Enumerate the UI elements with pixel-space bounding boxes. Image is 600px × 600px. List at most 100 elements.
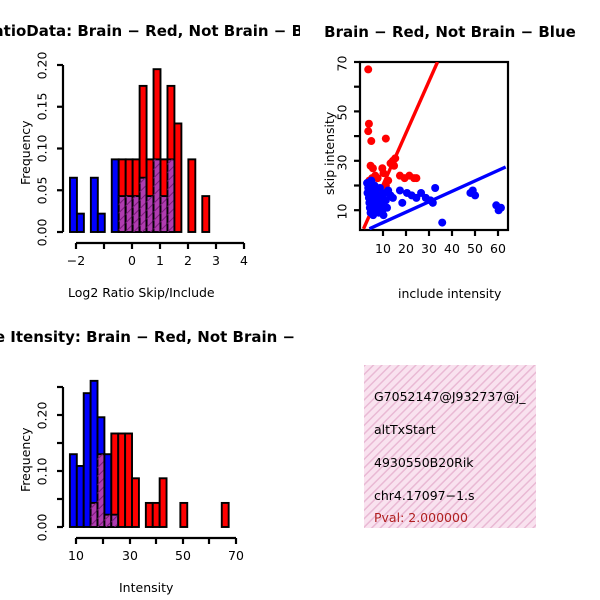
scatter-point — [379, 211, 388, 220]
histogram-bar — [117, 432, 127, 528]
ratio-histogram-y-axis — [57, 63, 65, 234]
histogram-bar — [220, 501, 230, 528]
intensity-xtick-70: 70 — [228, 548, 244, 563]
scatter-points — [363, 65, 505, 227]
ratio-histogram-title: RatioData: Brain − Red, Not Brain − Blu — [0, 22, 300, 40]
histogram-bar-overlap-hatch — [146, 196, 154, 232]
histogram-bar-overlap-hatch — [139, 177, 147, 232]
histogram-bar — [131, 477, 140, 528]
scatter-ytick-30: 30 — [334, 154, 350, 171]
scatter-point — [398, 198, 407, 207]
scatter-point — [395, 186, 404, 195]
panel-intensity-scatter: Brain − Red, Not Brain − Blue skip inten… — [300, 0, 600, 310]
histogram-bar-overlap-hatch — [104, 514, 112, 527]
histogram-bar — [173, 122, 183, 233]
histogram-bar — [158, 477, 168, 528]
info-line-0: G7052147@J932737@j_ — [374, 389, 526, 404]
ratio-ytick-1: 0.05 — [34, 176, 50, 205]
intensity-ytick-2: 0.10 — [34, 457, 50, 486]
scatter-point — [428, 198, 437, 207]
scatter-xlabel: include intensity — [398, 286, 502, 301]
histogram-bar-overlap-hatch — [160, 196, 168, 232]
ratio-histogram-xlabel: Log2 Ratio Skip/Include — [68, 285, 215, 300]
ratio-xtick-2: 0 — [128, 253, 136, 268]
scatter-point — [438, 218, 447, 227]
scatter-point — [364, 119, 373, 128]
scatter-xtick-30: 30 — [421, 241, 437, 256]
scatter-point — [471, 191, 480, 200]
histogram-bar-overlap-hatch — [90, 502, 98, 527]
info-line-pval: Pval: 2.000000 — [374, 510, 468, 525]
scatter-y-axis-ticks — [354, 60, 360, 212]
ratio-xtick-6: 4 — [240, 253, 248, 268]
ratio-histogram-bars — [69, 68, 211, 233]
scatter-canvas — [354, 60, 510, 236]
gene-info-box: G7052147@J932737@j_ altTxStart 4930550B2… — [364, 365, 536, 528]
histogram-bar-overlap-hatch — [97, 454, 105, 527]
panel-info-box: G7052147@J932737@j_ altTxStart 4930550B2… — [300, 310, 600, 600]
ratio-ytick-2: 0.10 — [34, 134, 50, 163]
histogram-bar-overlap-hatch — [167, 159, 175, 232]
histogram-bar — [75, 212, 85, 233]
scatter-point — [367, 176, 376, 185]
scatter-point — [390, 161, 399, 170]
scatter-point — [381, 134, 390, 143]
scatter-point — [377, 198, 386, 207]
scatter-trend-line — [368, 165, 507, 230]
scatter-ytick-10: 10 — [334, 203, 350, 220]
intensity-histogram-x-axis — [74, 536, 238, 544]
scatter-title: Brain − Red, Not Brain − Blue — [324, 23, 576, 41]
scatter-point — [364, 127, 373, 136]
intensity-histogram-y-axis — [57, 385, 65, 529]
ratio-xtick-4: 2 — [184, 253, 192, 268]
histogram-bar-overlap-hatch — [132, 196, 140, 232]
histogram-bar — [96, 212, 106, 233]
scatter-xtick-40: 40 — [444, 241, 460, 256]
intensity-ytick-4: 0.20 — [34, 401, 50, 430]
scatter-point — [384, 176, 393, 185]
histogram-bar — [75, 465, 85, 528]
histogram-bar — [68, 453, 78, 528]
histogram-bar-overlap-hatch — [111, 514, 119, 527]
ratio-ytick-4: 0.20 — [34, 51, 50, 80]
histogram-bar-overlap-hatch — [153, 159, 161, 232]
scatter-point — [388, 193, 397, 202]
ratio-xtick-5: 3 — [212, 253, 220, 268]
scatter-xtick-10: 10 — [375, 241, 391, 256]
histogram-bar — [69, 176, 78, 233]
info-line-1: altTxStart — [374, 422, 436, 437]
scatter-point — [383, 203, 392, 212]
histogram-bar — [151, 501, 161, 528]
scatter-point — [379, 169, 388, 178]
intensity-histogram-xlabel: Intensity — [119, 580, 174, 595]
histogram-bar — [179, 501, 189, 528]
intensity-xtick-50: 50 — [175, 548, 191, 563]
ratio-ytick-3: 0.15 — [34, 92, 50, 121]
ratio-histogram-x-axis — [74, 241, 246, 249]
scatter-point — [496, 203, 505, 212]
ratio-xtick-3: 1 — [156, 253, 164, 268]
scatter-point — [367, 137, 376, 146]
scatter-point — [369, 211, 378, 220]
ratio-ytick-0: 0.00 — [34, 218, 50, 247]
scatter-point — [364, 65, 373, 74]
scatter-x-axis-ticks — [381, 230, 500, 236]
histogram-bar — [82, 392, 92, 528]
histogram-bar — [201, 195, 211, 233]
intensity-histogram-bars — [68, 379, 230, 528]
histogram-bar — [124, 432, 133, 528]
intensity-histogram-canvas — [57, 379, 238, 544]
scatter-xtick-60: 60 — [490, 241, 506, 256]
histogram-bar-overlap-hatch — [125, 196, 133, 232]
info-box-hatch-pattern — [364, 365, 536, 528]
scatter-ytick-50: 50 — [334, 104, 350, 121]
histogram-bar — [144, 501, 154, 528]
histogram-bar — [89, 176, 99, 233]
intensity-xtick-30: 30 — [122, 548, 138, 563]
scatter-ytick-70: 70 — [334, 55, 350, 72]
histogram-bar — [187, 158, 197, 233]
scatter-point — [412, 174, 421, 183]
ratio-xtick-0: −2 — [66, 253, 86, 268]
scatter-point — [431, 184, 440, 192]
scatter-point — [368, 164, 377, 173]
